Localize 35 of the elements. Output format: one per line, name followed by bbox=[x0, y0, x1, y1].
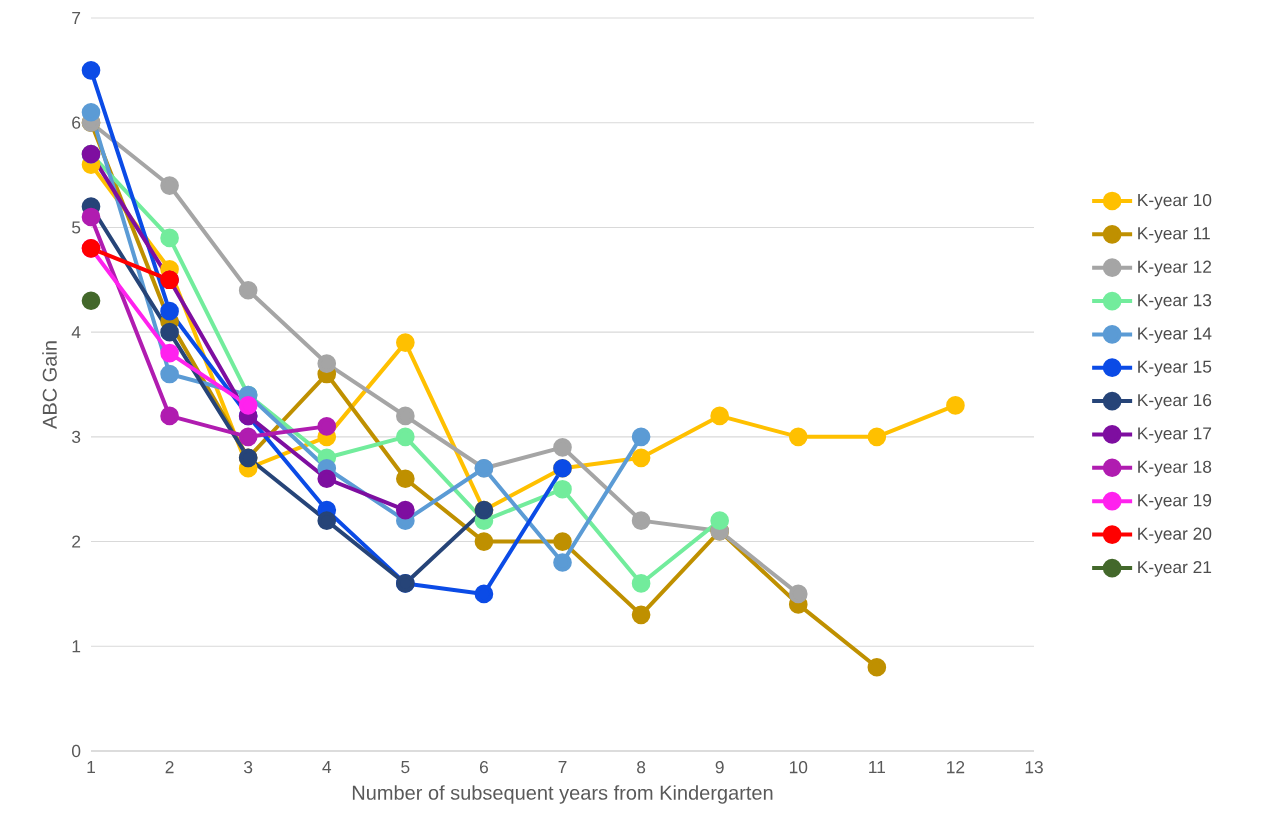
x-tick-label: 5 bbox=[401, 761, 410, 774]
legend-label: K-year 10 bbox=[1138, 193, 1212, 210]
x-tick-label: 13 bbox=[1025, 761, 1043, 774]
x-tick-label: 4 bbox=[322, 761, 332, 773]
x-tick-label: 2 bbox=[165, 761, 174, 774]
x-tick-label: 6 bbox=[479, 761, 488, 774]
y-tick-label: 5 bbox=[72, 221, 81, 234]
y-tick-label: 7 bbox=[72, 12, 81, 24]
legend-label: K-year 13 bbox=[1138, 294, 1212, 310]
legend-label: K-year 16 bbox=[1138, 393, 1212, 410]
y-tick-label: 6 bbox=[72, 116, 81, 129]
y-axis-title: ABC Gain bbox=[42, 341, 57, 429]
y-tick-label: 3 bbox=[71, 430, 81, 443]
legend-label: K-year 20 bbox=[1138, 527, 1212, 544]
legend-label: K-year 18 bbox=[1138, 460, 1212, 477]
legend-label: K-year 21 bbox=[1138, 560, 1212, 577]
y-tick-label: 0 bbox=[71, 744, 81, 758]
x-tick-label: 8 bbox=[637, 761, 646, 774]
legend-label: K-year 19 bbox=[1138, 494, 1212, 510]
legend-label: K-year 17 bbox=[1138, 427, 1212, 443]
x-tick-label: 7 bbox=[558, 761, 567, 773]
x-tick-label: 11 bbox=[869, 761, 885, 773]
y-tick-label: 4 bbox=[71, 326, 81, 339]
legend-label: K-year 15 bbox=[1138, 360, 1212, 377]
legend-label: K-year 11 bbox=[1138, 227, 1210, 243]
x-tick-label: 10 bbox=[789, 761, 808, 774]
x-tick-label: 3 bbox=[244, 761, 253, 774]
legend-label: K-year 14 bbox=[1138, 327, 1212, 343]
y-tick-label: 1 bbox=[72, 640, 81, 653]
x-tick-label: 9 bbox=[715, 761, 724, 774]
x-axis-title: Number of subsequent years from Kindergarten bbox=[352, 785, 773, 804]
y-tick-label: 2 bbox=[72, 535, 81, 548]
x-tick-label: 12 bbox=[947, 761, 965, 774]
legend-label: K-year 12 bbox=[1138, 260, 1212, 277]
x-tick-label: 1 bbox=[87, 761, 95, 773]
